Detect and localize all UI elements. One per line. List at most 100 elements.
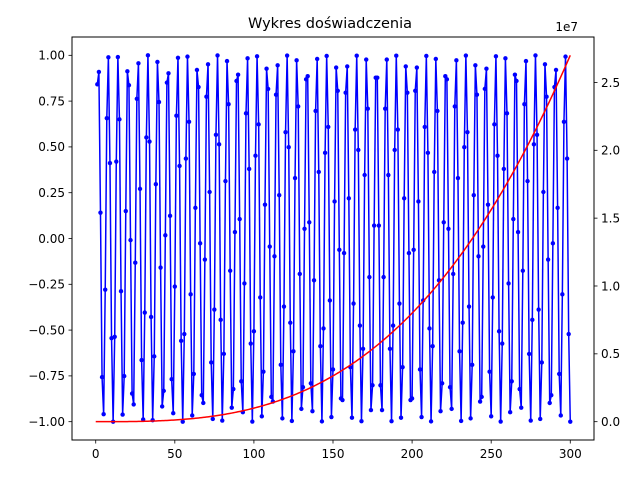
y2-tick-label: 0.0: [601, 415, 620, 429]
data-point: [128, 237, 133, 243]
data-point: [455, 175, 461, 181]
data-point: [466, 304, 472, 309]
data-point: [345, 64, 350, 69]
data-point: [216, 142, 222, 147]
data-point: [481, 244, 486, 249]
chart-title: Wykres doświadczenia: [248, 16, 412, 32]
data-point: [468, 416, 473, 421]
y-tick-label: −0.25: [28, 278, 65, 292]
data-point: [335, 88, 340, 93]
data-point: [446, 226, 451, 231]
data-point: [272, 254, 277, 259]
data-point: [322, 150, 328, 156]
data-point: [98, 210, 103, 215]
data-point: [180, 419, 185, 424]
data-point: [164, 80, 170, 85]
data-point: [413, 88, 418, 93]
y-tick-label: −1.00: [28, 415, 65, 429]
data-point: [101, 411, 106, 417]
data-point: [492, 122, 497, 127]
data-point: [106, 55, 111, 60]
data-point: [349, 415, 355, 420]
x-tick-label: 200: [401, 447, 424, 461]
data-point: [477, 399, 483, 404]
data-point: [351, 301, 356, 306]
data-point: [531, 142, 537, 147]
data-point: [296, 104, 301, 109]
data-point: [544, 94, 549, 99]
data-point: [416, 199, 421, 204]
data-point: [471, 192, 476, 198]
data-point: [333, 65, 339, 70]
data-point: [95, 82, 100, 87]
data-point: [204, 94, 209, 99]
data-point: [291, 349, 296, 354]
data-point: [147, 139, 152, 144]
y-tick-label: 0.00: [38, 232, 65, 246]
data-point: [419, 414, 424, 420]
data-point: [302, 226, 307, 231]
data-point: [234, 78, 239, 84]
data-point: [314, 56, 320, 62]
data-point: [158, 265, 163, 270]
data-point: [564, 156, 570, 161]
data-point: [451, 271, 456, 277]
data-point: [520, 268, 526, 273]
data-point: [470, 362, 475, 368]
data-point: [286, 144, 291, 150]
data-point: [337, 247, 342, 253]
data-point: [123, 208, 128, 214]
x-tick-label: 0: [92, 447, 100, 461]
data-point: [519, 405, 524, 410]
data-point: [193, 205, 198, 211]
data-point: [319, 419, 325, 424]
data-point: [424, 53, 429, 59]
data-point: [553, 67, 559, 73]
data-point: [503, 56, 508, 61]
data-point: [509, 379, 514, 384]
y-axis-left: −1.00 −0.75 −0.50 −0.25 0.00 0.25 0.50 0.75 1.00: [28, 49, 72, 429]
data-point: [131, 402, 136, 407]
data-point: [493, 54, 499, 59]
data-point: [207, 189, 212, 195]
data-point: [215, 53, 220, 58]
data-point: [511, 216, 516, 222]
data-point: [251, 329, 257, 334]
data-point: [122, 373, 127, 379]
data-point: [259, 414, 265, 419]
data-point: [406, 250, 412, 256]
data-point: [386, 172, 391, 178]
data-point: [254, 54, 260, 59]
data-point: [515, 229, 521, 235]
data-point: [432, 169, 437, 175]
data-point: [465, 129, 470, 135]
data-point: [441, 220, 446, 225]
data-point: [371, 223, 377, 228]
data-point: [482, 86, 488, 92]
data-point: [243, 111, 249, 116]
data-point: [411, 247, 416, 253]
data-point: [126, 83, 132, 88]
data-point: [246, 166, 252, 172]
data-point: [156, 99, 162, 105]
data-point: [223, 178, 228, 184]
data-point: [142, 310, 147, 315]
data-point: [541, 189, 546, 195]
data-point: [300, 384, 306, 390]
data-point: [258, 295, 263, 300]
data-point: [547, 400, 552, 406]
data-point: [107, 160, 113, 166]
data-point: [487, 369, 492, 374]
data-point: [462, 144, 467, 150]
data-point: [182, 331, 187, 337]
data-point: [512, 72, 518, 77]
data-point: [356, 147, 361, 153]
data-point: [174, 113, 179, 118]
data-point: [311, 278, 317, 283]
data-point: [454, 58, 459, 63]
data-point: [152, 354, 157, 359]
data-point: [384, 57, 389, 62]
y-axis-right: 0.0 0.5 1.0 1.5 2.0 2.5: [594, 76, 620, 429]
data-point: [517, 386, 522, 392]
data-point: [439, 381, 445, 386]
